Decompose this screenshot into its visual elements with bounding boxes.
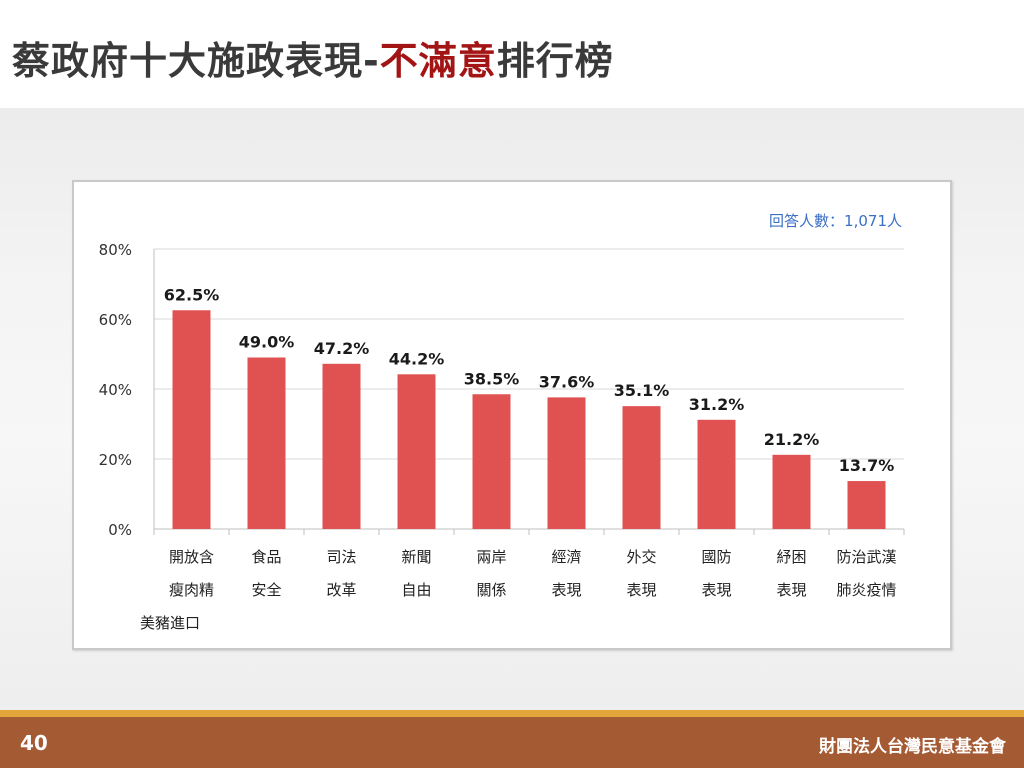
y-tick-label: 0% xyxy=(108,521,132,539)
title-suffix: 排行榜 xyxy=(496,39,614,83)
bar xyxy=(772,454,811,529)
x-tick-label: 表現 xyxy=(701,581,731,599)
x-tick-label: 經濟 xyxy=(551,548,581,566)
respondents-count: 回答人數：1,071人 xyxy=(769,212,902,230)
bar xyxy=(472,394,511,529)
data-label: 44.2% xyxy=(389,349,445,368)
x-tick-label: 外交 xyxy=(626,548,656,566)
bar-chart: 回答人數：1,071人 0% 20% 40% 60% 80% 62.5% 開放含瘦肉精美豬進… xyxy=(99,212,905,632)
x-tick-label: 國防 xyxy=(701,548,731,566)
bar xyxy=(547,397,586,529)
bar xyxy=(172,310,211,529)
x-tick-label: 美豬進口 xyxy=(140,614,200,632)
data-label: 13.7% xyxy=(839,456,895,475)
x-tick-label: 兩岸 xyxy=(476,548,506,566)
x-tick-label: 關係 xyxy=(476,581,506,599)
x-tick-label: 防治武漢 xyxy=(836,548,896,566)
data-label: 38.5% xyxy=(464,369,520,388)
x-tick-label: 食品 xyxy=(251,548,281,566)
x-tick-label: 安全 xyxy=(251,581,281,599)
bar xyxy=(847,481,886,529)
footer-bar: 40 財團法人台灣民意基金會 xyxy=(0,717,1024,768)
y-tick-label: 20% xyxy=(99,451,132,469)
bar xyxy=(397,374,436,529)
footer-accent-line xyxy=(0,710,1024,717)
y-tick-label: 80% xyxy=(99,241,132,259)
bar xyxy=(622,406,661,529)
data-label: 21.2% xyxy=(764,430,820,449)
x-tick-label: 開放含 xyxy=(169,548,214,566)
x-tick-label: 紓困 xyxy=(776,548,806,566)
x-tick-label: 改革 xyxy=(326,581,356,599)
x-tick-label: 肺炎疫情 xyxy=(836,581,896,599)
bar xyxy=(247,357,286,529)
data-label: 31.2% xyxy=(689,395,745,414)
slide-title: 蔡政府十大施政表現-不滿意排行榜 xyxy=(12,30,614,86)
bar xyxy=(697,419,736,529)
x-tick-label: 瘦肉精 xyxy=(169,581,214,599)
data-label: 49.0% xyxy=(239,333,295,352)
data-label: 62.5% xyxy=(164,285,220,304)
data-label: 47.2% xyxy=(314,339,370,358)
bar xyxy=(322,363,361,529)
page-number: 40 xyxy=(20,731,48,755)
x-tick-label: 新聞 xyxy=(401,548,431,566)
data-label: 37.6% xyxy=(539,372,595,391)
y-tick-label: 40% xyxy=(99,381,132,399)
x-tick-label: 表現 xyxy=(551,581,581,599)
data-label: 35.1% xyxy=(614,381,670,400)
title-prefix: 蔡政府十大施政表現- xyxy=(12,39,380,83)
y-tick-label: 60% xyxy=(99,311,132,329)
x-tick-label: 表現 xyxy=(776,581,806,599)
x-tick-label: 司法 xyxy=(326,548,356,566)
title-highlight: 不滿意 xyxy=(379,39,497,83)
x-tick-label: 表現 xyxy=(626,581,656,599)
x-tick-label: 自由 xyxy=(401,581,431,599)
organization-name: 財團法人台灣民意基金會 xyxy=(819,737,1006,757)
chart-frame: 回答人數：1,071人 0% 20% 40% 60% 80% 62.5% 開放含瘦肉精美豬進… xyxy=(72,180,952,650)
